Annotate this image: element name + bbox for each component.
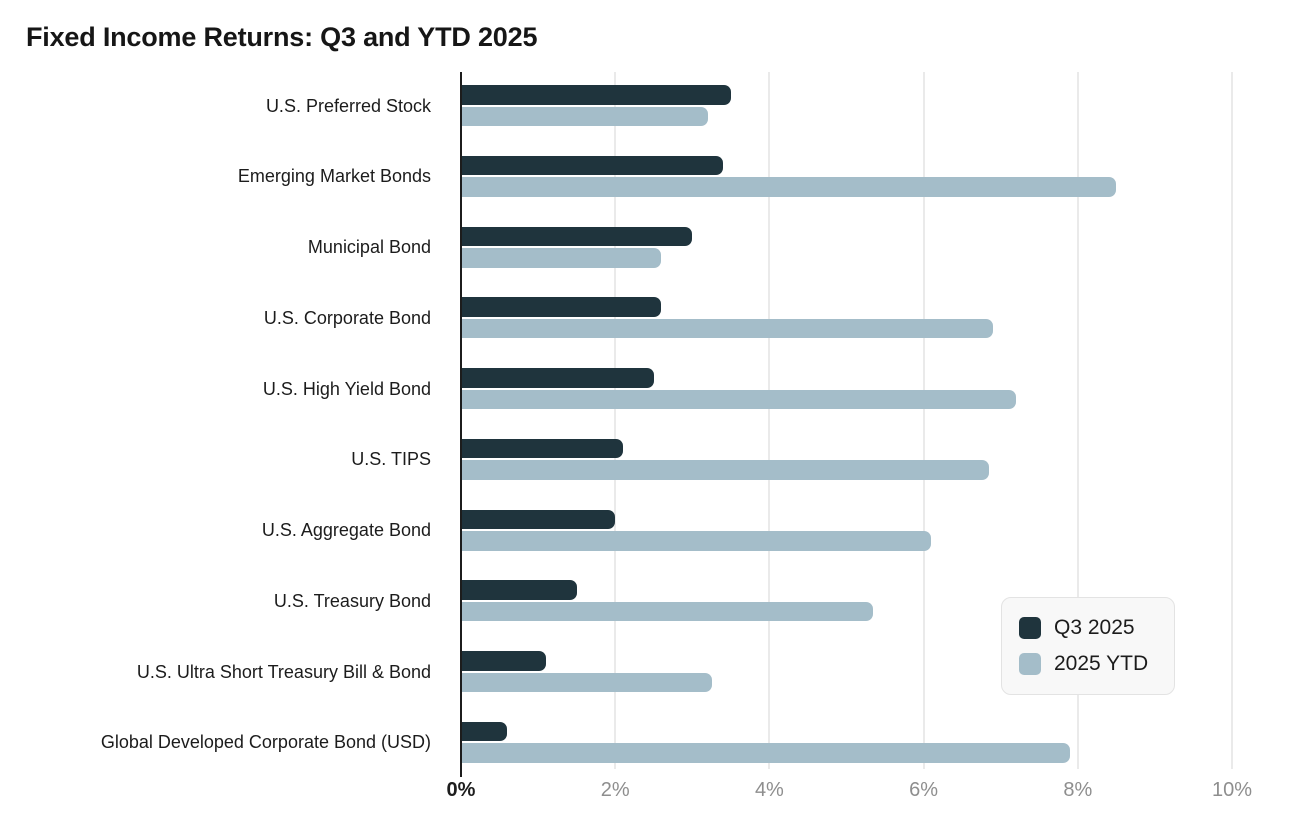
- category-label: U.S. Preferred Stock: [265, 95, 431, 116]
- category-label: U.S. TIPS: [351, 449, 431, 470]
- category-label: U.S. Corporate Bond: [263, 307, 431, 328]
- legend-swatch-icon: [1019, 617, 1041, 639]
- gridline-4pct: [768, 72, 771, 769]
- bar-q3-2025: [462, 368, 654, 388]
- category-label: U.S. Treasury Bond: [273, 590, 431, 611]
- bar-q3-2025: [462, 651, 546, 671]
- gridline-6pct: [922, 72, 925, 769]
- chart-title: Fixed Income Returns: Q3 and YTD 2025: [26, 22, 538, 52]
- category-label: U.S. Ultra Short Treasury Bill & Bond: [136, 661, 431, 682]
- bar-q3-2025: [462, 580, 577, 600]
- bar-q3-2025: [462, 509, 616, 530]
- bar-2025-ytd: [462, 743, 1071, 763]
- category-label: U.S. Aggregate Bond: [261, 520, 431, 541]
- bar-q3-2025: [462, 297, 662, 317]
- bar-q3-2025: [462, 85, 731, 105]
- bar-2025-ytd: [462, 248, 662, 268]
- chart-legend: Q3 2025 2025 YTD: [1001, 597, 1175, 695]
- x-tick-label-0pct: 0%: [446, 779, 476, 801]
- bar-2025-ytd: [462, 460, 990, 480]
- legend-swatch-icon: [1019, 653, 1041, 675]
- bar-2025-ytd: [462, 672, 712, 693]
- gridline-8pct: [1076, 72, 1079, 769]
- bar-q3-2025: [462, 438, 623, 459]
- gridline-10pct: [1231, 72, 1233, 769]
- bar-2025-ytd: [462, 531, 932, 551]
- legend-label: 2025 YTD: [1054, 652, 1149, 675]
- bar-q3-2025: [462, 721, 508, 742]
- category-label: U.S. High Yield Bond: [262, 378, 431, 399]
- legend-label: Q3 2025: [1054, 616, 1135, 639]
- legend-item: 2025 YTD: [1019, 646, 1174, 682]
- bar-q3-2025: [462, 226, 693, 247]
- x-axis-zero-line: [460, 72, 462, 777]
- category-label: Municipal Bond: [307, 237, 431, 258]
- x-tick-label-6pct: 6%: [909, 779, 939, 801]
- bar-2025-ytd: [462, 389, 1017, 410]
- bar-q3-2025: [462, 155, 724, 176]
- category-label: Emerging Market Bonds: [237, 166, 431, 187]
- x-tick-label-10pct: 10%: [1211, 779, 1253, 801]
- bar-2025-ytd: [462, 106, 708, 126]
- legend-item: Q3 2025: [1019, 610, 1174, 646]
- bar-2025-ytd: [462, 601, 874, 622]
- bar-2025-ytd: [462, 177, 1117, 197]
- x-tick-label-8pct: 8%: [1063, 779, 1093, 801]
- category-label: Global Developed Corporate Bond (USD): [100, 732, 431, 753]
- x-tick-label-4pct: 4%: [754, 779, 784, 801]
- bar-2025-ytd: [462, 318, 993, 339]
- gridline-2pct: [614, 72, 617, 769]
- x-tick-label-2pct: 2%: [600, 779, 630, 801]
